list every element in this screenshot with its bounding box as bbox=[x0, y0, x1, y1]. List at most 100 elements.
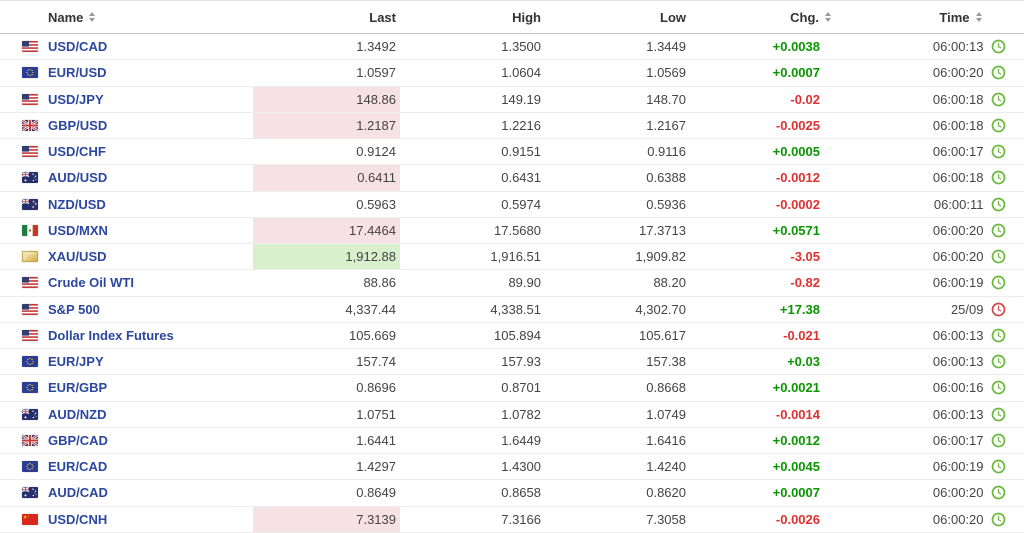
instrument-cell: USD/JPY bbox=[0, 86, 253, 113]
instrument-link[interactable]: USD/JPY bbox=[48, 91, 104, 107]
clock-icon bbox=[991, 302, 1006, 317]
clock-icon bbox=[991, 328, 1006, 343]
sort-icon bbox=[825, 12, 831, 22]
last-value: 1.3492 bbox=[253, 33, 400, 61]
time-cell: 06:00:17 bbox=[824, 427, 1024, 455]
instrument-link[interactable]: NZD/USD bbox=[48, 196, 106, 212]
last-value: 0.8696 bbox=[253, 374, 400, 402]
instrument-link[interactable]: GBP/CAD bbox=[48, 432, 108, 448]
table-row: AUD/CAD 0.8649 0.8658 0.8620 +0.0007 06:00:20 bbox=[0, 479, 1024, 507]
time-value: 06:00:18 bbox=[932, 117, 984, 133]
high-value: 1.0782 bbox=[400, 401, 545, 428]
time-cell: 06:00:19 bbox=[824, 269, 1024, 297]
low-value: 1,909.82 bbox=[545, 243, 690, 271]
change-value: +0.0007 bbox=[690, 59, 824, 87]
time-cell: 06:00:13 bbox=[824, 322, 1024, 350]
low-value: 1.0749 bbox=[545, 401, 690, 428]
table-row: XAU/USD 1,912.88 1,916.51 1,909.82 -3.05 06:0… bbox=[0, 243, 1024, 271]
last-value: 0.6411 bbox=[253, 164, 400, 192]
table-header-row: Name Last High Low Chg. Time bbox=[0, 0, 1024, 34]
low-value: 0.8668 bbox=[545, 374, 690, 402]
table-row: EUR/CAD 1.4297 1.4300 1.4240 +0.0045 06:00:19 bbox=[0, 453, 1024, 481]
time-cell: 06:00:16 bbox=[824, 374, 1024, 402]
last-value: 1,912.88 bbox=[253, 243, 400, 271]
au-flag-icon bbox=[22, 487, 38, 499]
clock-icon bbox=[991, 485, 1006, 500]
instrument-link[interactable]: USD/CNH bbox=[48, 511, 108, 527]
time-value: 06:00:19 bbox=[932, 459, 984, 475]
change-value: -0.02 bbox=[690, 86, 824, 113]
high-value: 0.8658 bbox=[400, 479, 545, 507]
instrument-link[interactable]: EUR/GBP bbox=[48, 380, 108, 396]
clock-icon bbox=[991, 512, 1006, 527]
instrument-cell: USD/CAD bbox=[0, 33, 253, 61]
change-value: +0.03 bbox=[690, 348, 824, 376]
instrument-link[interactable]: USD/CHF bbox=[48, 144, 106, 160]
change-value: -0.0002 bbox=[690, 191, 824, 218]
column-header-low: Low bbox=[545, 0, 690, 34]
last-value: 1.6441 bbox=[253, 427, 400, 455]
time-cell: 06:00:19 bbox=[824, 453, 1024, 481]
us-flag-icon bbox=[22, 93, 38, 105]
instrument-link[interactable]: EUR/CAD bbox=[48, 459, 108, 475]
instrument-link[interactable]: S&P 500 bbox=[48, 301, 100, 317]
high-value: 1.0604 bbox=[400, 59, 545, 87]
instrument-link[interactable]: XAU/USD bbox=[48, 249, 107, 265]
high-value: 0.6431 bbox=[400, 164, 545, 192]
time-value: 06:00:17 bbox=[932, 144, 984, 160]
table-row: S&P 500 4,337.44 4,338.51 4,302.70 +17.38 25/… bbox=[0, 296, 1024, 323]
instrument-link[interactable]: EUR/JPY bbox=[48, 354, 104, 370]
instrument-link[interactable]: AUD/USD bbox=[48, 170, 108, 186]
instrument-link[interactable]: AUD/CAD bbox=[48, 485, 108, 501]
time-value: 06:00:18 bbox=[932, 91, 984, 107]
instrument-cell: EUR/CAD bbox=[0, 453, 253, 481]
high-value: 7.3166 bbox=[400, 506, 545, 533]
instrument-cell: EUR/GBP bbox=[0, 374, 253, 402]
instrument-link[interactable]: USD/CAD bbox=[48, 39, 108, 55]
clock-icon bbox=[991, 433, 1006, 448]
column-header-time[interactable]: Time bbox=[824, 0, 1024, 34]
time-cell: 06:00:17 bbox=[824, 138, 1024, 166]
eu-flag-icon bbox=[22, 382, 38, 394]
rates-table-body: USD/CAD 1.3492 1.3500 1.3449 +0.0038 06:00:13… bbox=[0, 33, 1024, 533]
column-header-name[interactable]: Name bbox=[0, 0, 253, 34]
column-header-chg[interactable]: Chg. bbox=[690, 0, 831, 34]
change-value: -0.82 bbox=[690, 269, 824, 297]
high-value: 149.19 bbox=[400, 86, 545, 113]
column-header-label: Low bbox=[660, 9, 686, 25]
au-flag-icon bbox=[22, 408, 38, 420]
instrument-link[interactable]: Crude Oil WTI bbox=[48, 275, 134, 291]
change-value: -0.0012 bbox=[690, 164, 824, 192]
low-value: 105.617 bbox=[545, 322, 690, 350]
time-cell: 06:00:20 bbox=[824, 506, 1024, 533]
high-value: 4,338.51 bbox=[400, 296, 545, 323]
column-header-high: High bbox=[400, 0, 545, 34]
last-value: 1.0751 bbox=[253, 401, 400, 428]
low-value: 1.4240 bbox=[545, 453, 690, 481]
sort-icon bbox=[89, 12, 96, 22]
high-value: 157.93 bbox=[400, 348, 545, 376]
instrument-link[interactable]: GBP/USD bbox=[48, 117, 108, 133]
change-value: +0.0571 bbox=[690, 217, 824, 245]
clock-icon bbox=[991, 249, 1006, 264]
high-value: 0.9151 bbox=[400, 138, 545, 166]
clock-icon bbox=[991, 223, 1006, 238]
high-value: 1.3500 bbox=[400, 33, 545, 61]
instrument-link[interactable]: USD/MXN bbox=[48, 222, 108, 238]
change-value: +0.0012 bbox=[690, 427, 824, 455]
low-value: 0.6388 bbox=[545, 164, 690, 192]
instrument-link[interactable]: EUR/USD bbox=[48, 65, 107, 81]
change-value: -0.021 bbox=[690, 322, 824, 350]
low-value: 17.3713 bbox=[545, 217, 690, 245]
instrument-link[interactable]: Dollar Index Futures bbox=[48, 327, 174, 343]
eu-flag-icon bbox=[22, 67, 38, 79]
last-value: 105.669 bbox=[253, 322, 400, 350]
time-cell: 06:00:18 bbox=[824, 86, 1024, 113]
time-value: 06:00:17 bbox=[932, 432, 984, 448]
clock-icon bbox=[991, 65, 1006, 80]
instrument-cell: S&P 500 bbox=[0, 296, 253, 323]
time-cell: 06:00:20 bbox=[824, 217, 1024, 245]
instrument-link[interactable]: AUD/NZD bbox=[48, 406, 107, 422]
time-cell: 06:00:20 bbox=[824, 243, 1024, 271]
change-value: +0.0038 bbox=[690, 33, 824, 61]
